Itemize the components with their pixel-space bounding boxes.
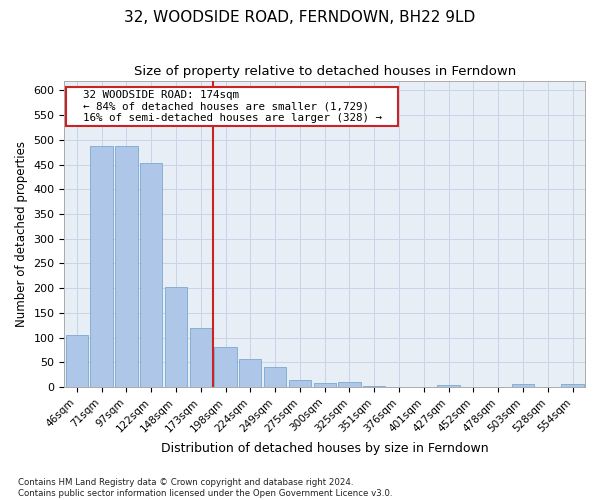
- Title: Size of property relative to detached houses in Ferndown: Size of property relative to detached ho…: [134, 65, 516, 78]
- Bar: [338, 382, 361, 387]
- Bar: [437, 384, 460, 387]
- Y-axis label: Number of detached properties: Number of detached properties: [15, 141, 28, 327]
- Bar: [264, 368, 286, 387]
- Bar: [239, 359, 262, 387]
- X-axis label: Distribution of detached houses by size in Ferndown: Distribution of detached houses by size …: [161, 442, 488, 455]
- Bar: [512, 384, 534, 387]
- Bar: [65, 335, 88, 387]
- Bar: [562, 384, 584, 387]
- Text: Contains HM Land Registry data © Crown copyright and database right 2024.
Contai: Contains HM Land Registry data © Crown c…: [18, 478, 392, 498]
- Bar: [140, 163, 163, 387]
- Bar: [91, 146, 113, 387]
- Bar: [190, 328, 212, 387]
- Bar: [165, 287, 187, 387]
- Bar: [115, 146, 137, 387]
- Text: 32, WOODSIDE ROAD, FERNDOWN, BH22 9LD: 32, WOODSIDE ROAD, FERNDOWN, BH22 9LD: [124, 10, 476, 25]
- Bar: [363, 386, 385, 387]
- Text: 32 WOODSIDE ROAD: 174sqm  
  ← 84% of detached houses are smaller (1,729)  
  16: 32 WOODSIDE ROAD: 174sqm ← 84% of detach…: [70, 90, 395, 123]
- Bar: [314, 382, 336, 387]
- Bar: [289, 380, 311, 387]
- Bar: [214, 346, 236, 387]
